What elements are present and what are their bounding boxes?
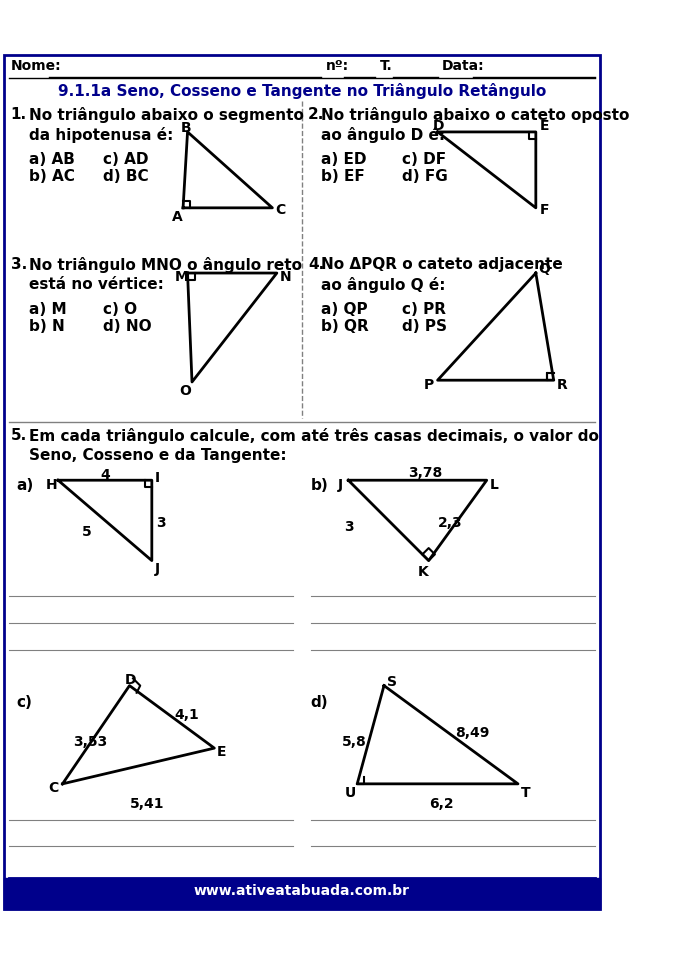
Text: Q: Q bbox=[539, 262, 550, 277]
Text: L: L bbox=[489, 477, 498, 492]
Text: No triângulo abaixo o cateto oposto: No triângulo abaixo o cateto oposto bbox=[322, 107, 630, 123]
Text: 2.: 2. bbox=[308, 107, 324, 121]
Text: 4.: 4. bbox=[308, 257, 324, 272]
Text: b): b) bbox=[311, 477, 329, 493]
Text: www.ativeatabuada.com.br: www.ativeatabuada.com.br bbox=[194, 884, 410, 897]
Text: Nome:: Nome: bbox=[11, 59, 62, 72]
Text: E: E bbox=[217, 745, 226, 760]
Text: d): d) bbox=[311, 694, 329, 710]
Text: S: S bbox=[387, 675, 397, 689]
Text: B: B bbox=[180, 121, 191, 135]
Text: Data:: Data: bbox=[442, 59, 485, 72]
Text: Seno, Cosseno e da Tangente:: Seno, Cosseno e da Tangente: bbox=[28, 448, 286, 463]
Text: c) DF: c) DF bbox=[402, 151, 446, 167]
Text: c) AD: c) AD bbox=[103, 151, 148, 167]
Text: a) QP: a) QP bbox=[322, 302, 368, 316]
Text: d) FG: d) FG bbox=[402, 170, 448, 184]
Text: d) PS: d) PS bbox=[402, 319, 447, 335]
FancyBboxPatch shape bbox=[3, 55, 600, 909]
Text: 2,3: 2,3 bbox=[437, 516, 462, 530]
Text: 3.: 3. bbox=[11, 257, 27, 272]
Text: ao ângulo D é:: ao ângulo D é: bbox=[322, 126, 445, 143]
Text: 5.: 5. bbox=[11, 428, 27, 443]
Text: 5,8: 5,8 bbox=[342, 735, 367, 749]
Text: No triângulo MNO o ângulo reto: No triângulo MNO o ângulo reto bbox=[28, 257, 301, 273]
Text: 5,41: 5,41 bbox=[130, 797, 164, 812]
Text: R: R bbox=[556, 378, 567, 391]
Text: K: K bbox=[418, 565, 429, 579]
Text: E: E bbox=[539, 120, 549, 133]
Text: A: A bbox=[172, 209, 183, 224]
Text: No ΔPQR o cateto adjacente: No ΔPQR o cateto adjacente bbox=[322, 257, 563, 272]
Text: U: U bbox=[345, 786, 356, 799]
Text: 9.1.1a Seno, Cosseno e Tangente no Triângulo Retângulo: 9.1.1a Seno, Cosseno e Tangente no Triân… bbox=[57, 83, 546, 99]
Text: b) AC: b) AC bbox=[28, 170, 74, 184]
Text: b) N: b) N bbox=[28, 319, 64, 335]
Text: T.: T. bbox=[379, 59, 392, 72]
Text: Em cada triângulo calcule, com até três casas decimais, o valor do: Em cada triângulo calcule, com até três … bbox=[28, 428, 598, 444]
Text: 5: 5 bbox=[82, 524, 92, 539]
Text: 3,78: 3,78 bbox=[408, 466, 442, 480]
Text: J: J bbox=[337, 477, 343, 492]
Text: O: O bbox=[180, 384, 191, 398]
Text: 3,53: 3,53 bbox=[73, 735, 107, 749]
Text: 4,1: 4,1 bbox=[174, 708, 199, 722]
Text: C: C bbox=[48, 781, 59, 795]
Text: 1.: 1. bbox=[11, 107, 27, 121]
Text: D: D bbox=[433, 120, 445, 133]
Text: T: T bbox=[521, 786, 530, 799]
Text: está no vértice:: está no vértice: bbox=[28, 277, 164, 291]
Text: c): c) bbox=[16, 694, 32, 710]
Text: D: D bbox=[125, 673, 137, 687]
Text: I: I bbox=[155, 471, 160, 485]
Text: 4: 4 bbox=[100, 468, 110, 482]
Text: No triângulo abaixo o segmento: No triângulo abaixo o segmento bbox=[28, 107, 304, 123]
Text: C: C bbox=[275, 203, 285, 217]
Text: 6,2: 6,2 bbox=[429, 797, 454, 812]
Text: a) M: a) M bbox=[28, 302, 66, 316]
Text: d) BC: d) BC bbox=[103, 170, 148, 184]
Text: F: F bbox=[539, 203, 549, 217]
Text: 3: 3 bbox=[344, 521, 354, 534]
Text: da hipotenusa é:: da hipotenusa é: bbox=[28, 126, 173, 143]
Text: b) EF: b) EF bbox=[322, 170, 365, 184]
Text: a) AB: a) AB bbox=[28, 151, 74, 167]
Text: J: J bbox=[155, 562, 160, 576]
Bar bbox=[3, 877, 600, 909]
Text: ao ângulo Q é:: ao ângulo Q é: bbox=[322, 277, 446, 293]
Text: N: N bbox=[279, 270, 291, 284]
Text: d) NO: d) NO bbox=[103, 319, 151, 335]
Text: c) O: c) O bbox=[103, 302, 137, 316]
Text: b) QR: b) QR bbox=[322, 319, 369, 335]
Text: H: H bbox=[45, 477, 57, 492]
Text: nº:: nº: bbox=[326, 59, 349, 72]
Text: 3: 3 bbox=[156, 516, 166, 530]
Text: a) ED: a) ED bbox=[322, 151, 367, 167]
Text: 8,49: 8,49 bbox=[456, 726, 490, 739]
Text: P: P bbox=[423, 378, 433, 391]
Text: a): a) bbox=[16, 477, 33, 493]
Text: c) PR: c) PR bbox=[402, 302, 446, 316]
Text: M: M bbox=[175, 270, 189, 284]
